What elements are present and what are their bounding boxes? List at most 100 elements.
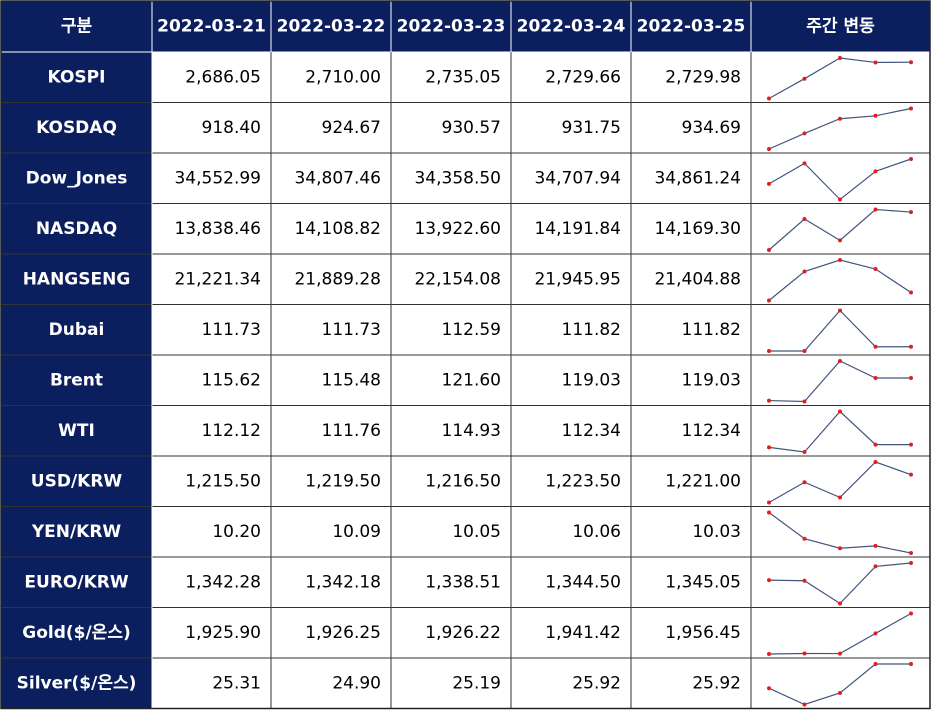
value-cell: 1,216.50: [425, 471, 501, 491]
sparkline: [768, 57, 912, 100]
row-label: YEN/KRW: [31, 522, 122, 542]
sparkline-point: [802, 131, 807, 136]
value-cell: 111.76: [322, 421, 381, 441]
value-cell: 13,838.46: [174, 219, 261, 239]
value-cell: 21,221.34: [174, 269, 261, 289]
row-label: Brent: [50, 370, 103, 390]
value-cell: 1,925.90: [185, 623, 261, 643]
value-cell: 34,707.94: [534, 168, 621, 188]
value-cell: 1,342.28: [185, 572, 261, 592]
value-cell: 34,358.50: [414, 168, 501, 188]
value-cell: 1,926.22: [425, 623, 501, 643]
value-cell: 14,191.84: [534, 219, 621, 239]
sparkline-point: [909, 376, 913, 381]
value-cell: 934.69: [682, 118, 741, 138]
sparkline-point: [767, 652, 771, 656]
value-cell: 121.60: [442, 370, 501, 390]
sparkline-point: [802, 578, 807, 583]
sparkline: [768, 612, 912, 655]
header-cell: 구분: [61, 17, 93, 37]
row-label-bg: [1, 557, 152, 608]
sparkline-point: [802, 349, 807, 353]
row-label-bg: [1, 254, 152, 305]
row-label-bg: [1, 153, 152, 204]
sparkline-point: [838, 308, 842, 313]
sparkline-point: [767, 147, 771, 151]
sparkline-point: [909, 472, 913, 477]
row-label-bg: [1, 506, 152, 557]
sparkline-point: [767, 500, 771, 505]
value-cell: 14,169.30: [654, 219, 741, 239]
header-row: [1, 1, 930, 52]
sparkline-point: [909, 210, 913, 215]
value-cell: 10.05: [452, 522, 501, 542]
sparkline-point: [909, 290, 913, 295]
value-cell: 25.31: [212, 673, 261, 693]
sparkline: [768, 360, 911, 403]
value-cell: 1,223.50: [545, 471, 621, 491]
sparkline-point: [767, 510, 771, 515]
value-cell: 114.93: [442, 421, 501, 441]
sparkline-point: [767, 248, 771, 252]
value-cell: 2,686.05: [185, 67, 261, 87]
sparkline: [768, 562, 912, 605]
value-cell: 34,861.24: [654, 168, 741, 188]
value-cell: 918.40: [202, 118, 261, 138]
value-cell: 10.09: [332, 522, 381, 542]
sparkline-point: [838, 258, 842, 262]
sparkline-point: [873, 60, 878, 65]
header-cell: 2022-03-24: [517, 17, 626, 37]
sparkline-point: [802, 450, 807, 454]
sparkline-point: [873, 344, 878, 349]
header-cell: 2022-03-22: [277, 17, 386, 37]
row-label: KOSPI: [48, 67, 106, 87]
row-label: Dubai: [49, 320, 105, 340]
sparkline-point: [873, 543, 878, 548]
row-label: Dow_Jones: [26, 168, 128, 188]
sparkline-point: [838, 651, 842, 656]
value-cell: 1,345.05: [665, 572, 741, 592]
value-cell: 1,221.00: [665, 471, 741, 491]
value-cell: 1,219.50: [305, 471, 381, 491]
row-label: Gold($/온스): [22, 623, 131, 643]
value-cell: 119.03: [682, 370, 741, 390]
value-cell: 10.03: [692, 522, 741, 542]
sparkline: [768, 410, 911, 453]
sparkline-point: [838, 116, 842, 121]
sparkline-point: [909, 106, 913, 111]
row-label-bg: [1, 405, 152, 456]
value-cell: 111.82: [682, 320, 741, 340]
sparkline: [768, 259, 912, 301]
header-cell: 2022-03-25: [637, 17, 746, 37]
value-cell: 2,735.05: [425, 67, 501, 87]
sparkline-point: [909, 611, 913, 616]
row-label-bg: [1, 355, 152, 406]
sparkline-point: [838, 56, 842, 60]
row-label-bg: [1, 304, 152, 355]
value-cell: 924.67: [322, 118, 381, 138]
value-cell: 112.59: [442, 320, 501, 340]
value-cell: 112.34: [562, 421, 621, 441]
sparkline-point: [802, 399, 807, 404]
value-cell: 1,215.50: [185, 471, 261, 491]
sparkline-point: [909, 561, 913, 565]
sparkline-point: [802, 651, 807, 656]
sparkline-point: [873, 662, 878, 666]
value-cell: 1,926.25: [305, 623, 381, 643]
sparkline-point: [909, 662, 913, 666]
sparkline-point: [909, 157, 913, 161]
row-label-bg: [1, 607, 152, 658]
value-cell: 111.73: [202, 320, 261, 340]
value-cell: 111.73: [322, 320, 381, 340]
value-cell: 21,945.95: [534, 269, 621, 289]
sparkline-point: [909, 344, 913, 349]
sparkline-point: [802, 161, 807, 166]
sparkline-point: [767, 686, 771, 691]
sparkline: [768, 208, 912, 251]
value-cell: 34,552.99: [174, 168, 261, 188]
row-label: WTI: [58, 421, 95, 441]
row-label: HANGSENG: [23, 269, 131, 289]
